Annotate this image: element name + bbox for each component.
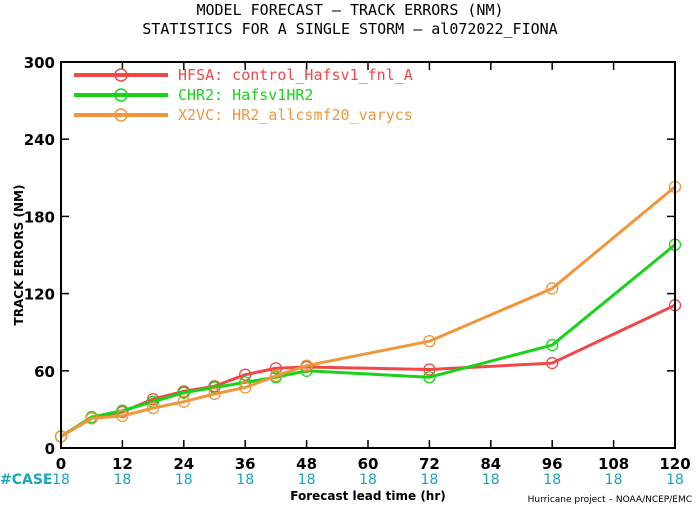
legend-marker-hfsa [114,68,128,82]
series-1-point-10 [546,338,559,352]
series-2-point-2 [116,409,129,422]
case-count: 18 [605,472,623,488]
series-2-point-9 [423,335,436,348]
series-2-point-6 [239,381,252,394]
x-tick-label: 24 [173,455,194,473]
series-2-point-10 [546,282,559,295]
y-axis-label: TRACK ERRORS (NM) [12,185,26,326]
y-tick-label: 60 [34,363,55,381]
case-count: 18 [236,472,254,488]
x-tick-label: 0 [56,455,66,473]
case-count: 18 [52,472,70,488]
x-tick-label: 60 [358,455,379,473]
case-counts: 18 18 18 18 18 18 18 18 18 18 18 [52,472,684,488]
case-count: 18 [482,472,500,488]
x-tick-label: 120 [659,455,690,473]
y-tick-label: 180 [24,208,55,226]
chart-title: MODEL FORECAST – TRACK ERRORS (NM) [196,1,503,19]
y-tick-label: 240 [24,131,55,149]
y-tick-label: 300 [24,54,55,72]
series-2-point-7 [269,369,283,383]
case-count: 18 [359,472,377,488]
legend-label-chr2: CHR2: Hafsv1HR2 [178,86,313,104]
series-2-point-8 [300,359,313,372]
series-0-point-9 [423,363,436,376]
case-count: 18 [543,472,561,488]
series-2-point-1 [85,412,98,425]
legend-label-hfsa: HFSA: control_Hafsv1_fnl_A [178,66,413,84]
legend-label-x2vc: X2VC: HR2_allcsmf20_varycs [178,106,413,124]
series-2-point-5 [208,387,221,401]
x-tick-label: 84 [480,455,501,473]
chart-subtitle: STATISTICS FOR A SINGLE STORM – al072022… [142,20,557,38]
series-0-point-6 [239,368,252,381]
y-tick-label: 0 [45,440,55,458]
series-0-point-10 [546,356,559,370]
series-0-point-7 [269,362,283,375]
x-tick-label: 36 [235,455,256,473]
series-2-point-3 [146,401,160,415]
y-tick-label: 120 [24,286,55,304]
credit-text: Hurricane project – NOAA/NCEP/EMC [528,495,692,505]
ticks-layer: 0 12 24 36 48 60 72 84 96 108 120 0 60 120 180 240 300 [24,54,691,473]
legend: HFSA: control_Hafsv1_fnl_A CHR2: Hafsv1H… [74,66,413,124]
x-tick-label: 12 [112,455,133,473]
case-count: 18 [298,472,316,488]
case-count: 18 [666,472,684,488]
series-line-0 [60,303,676,438]
series-layer [54,180,682,443]
series-1-point-9 [423,371,436,384]
x-tick-label: 72 [419,455,440,473]
case-label: #CASE [0,472,53,488]
legend-marker-chr2 [114,88,128,102]
case-count: 18 [420,472,438,488]
case-count: 18 [113,472,131,488]
x-axis-label: Forecast lead time (hr) [290,489,446,503]
series-1-point-4 [177,386,190,399]
legend-marker-x2vc [114,108,128,122]
series-2-point-4 [177,395,190,408]
x-tick-label: 96 [542,455,563,473]
x-tick-label: 48 [296,455,317,473]
case-count: 18 [175,472,193,488]
x-tick-label: 108 [598,455,629,473]
